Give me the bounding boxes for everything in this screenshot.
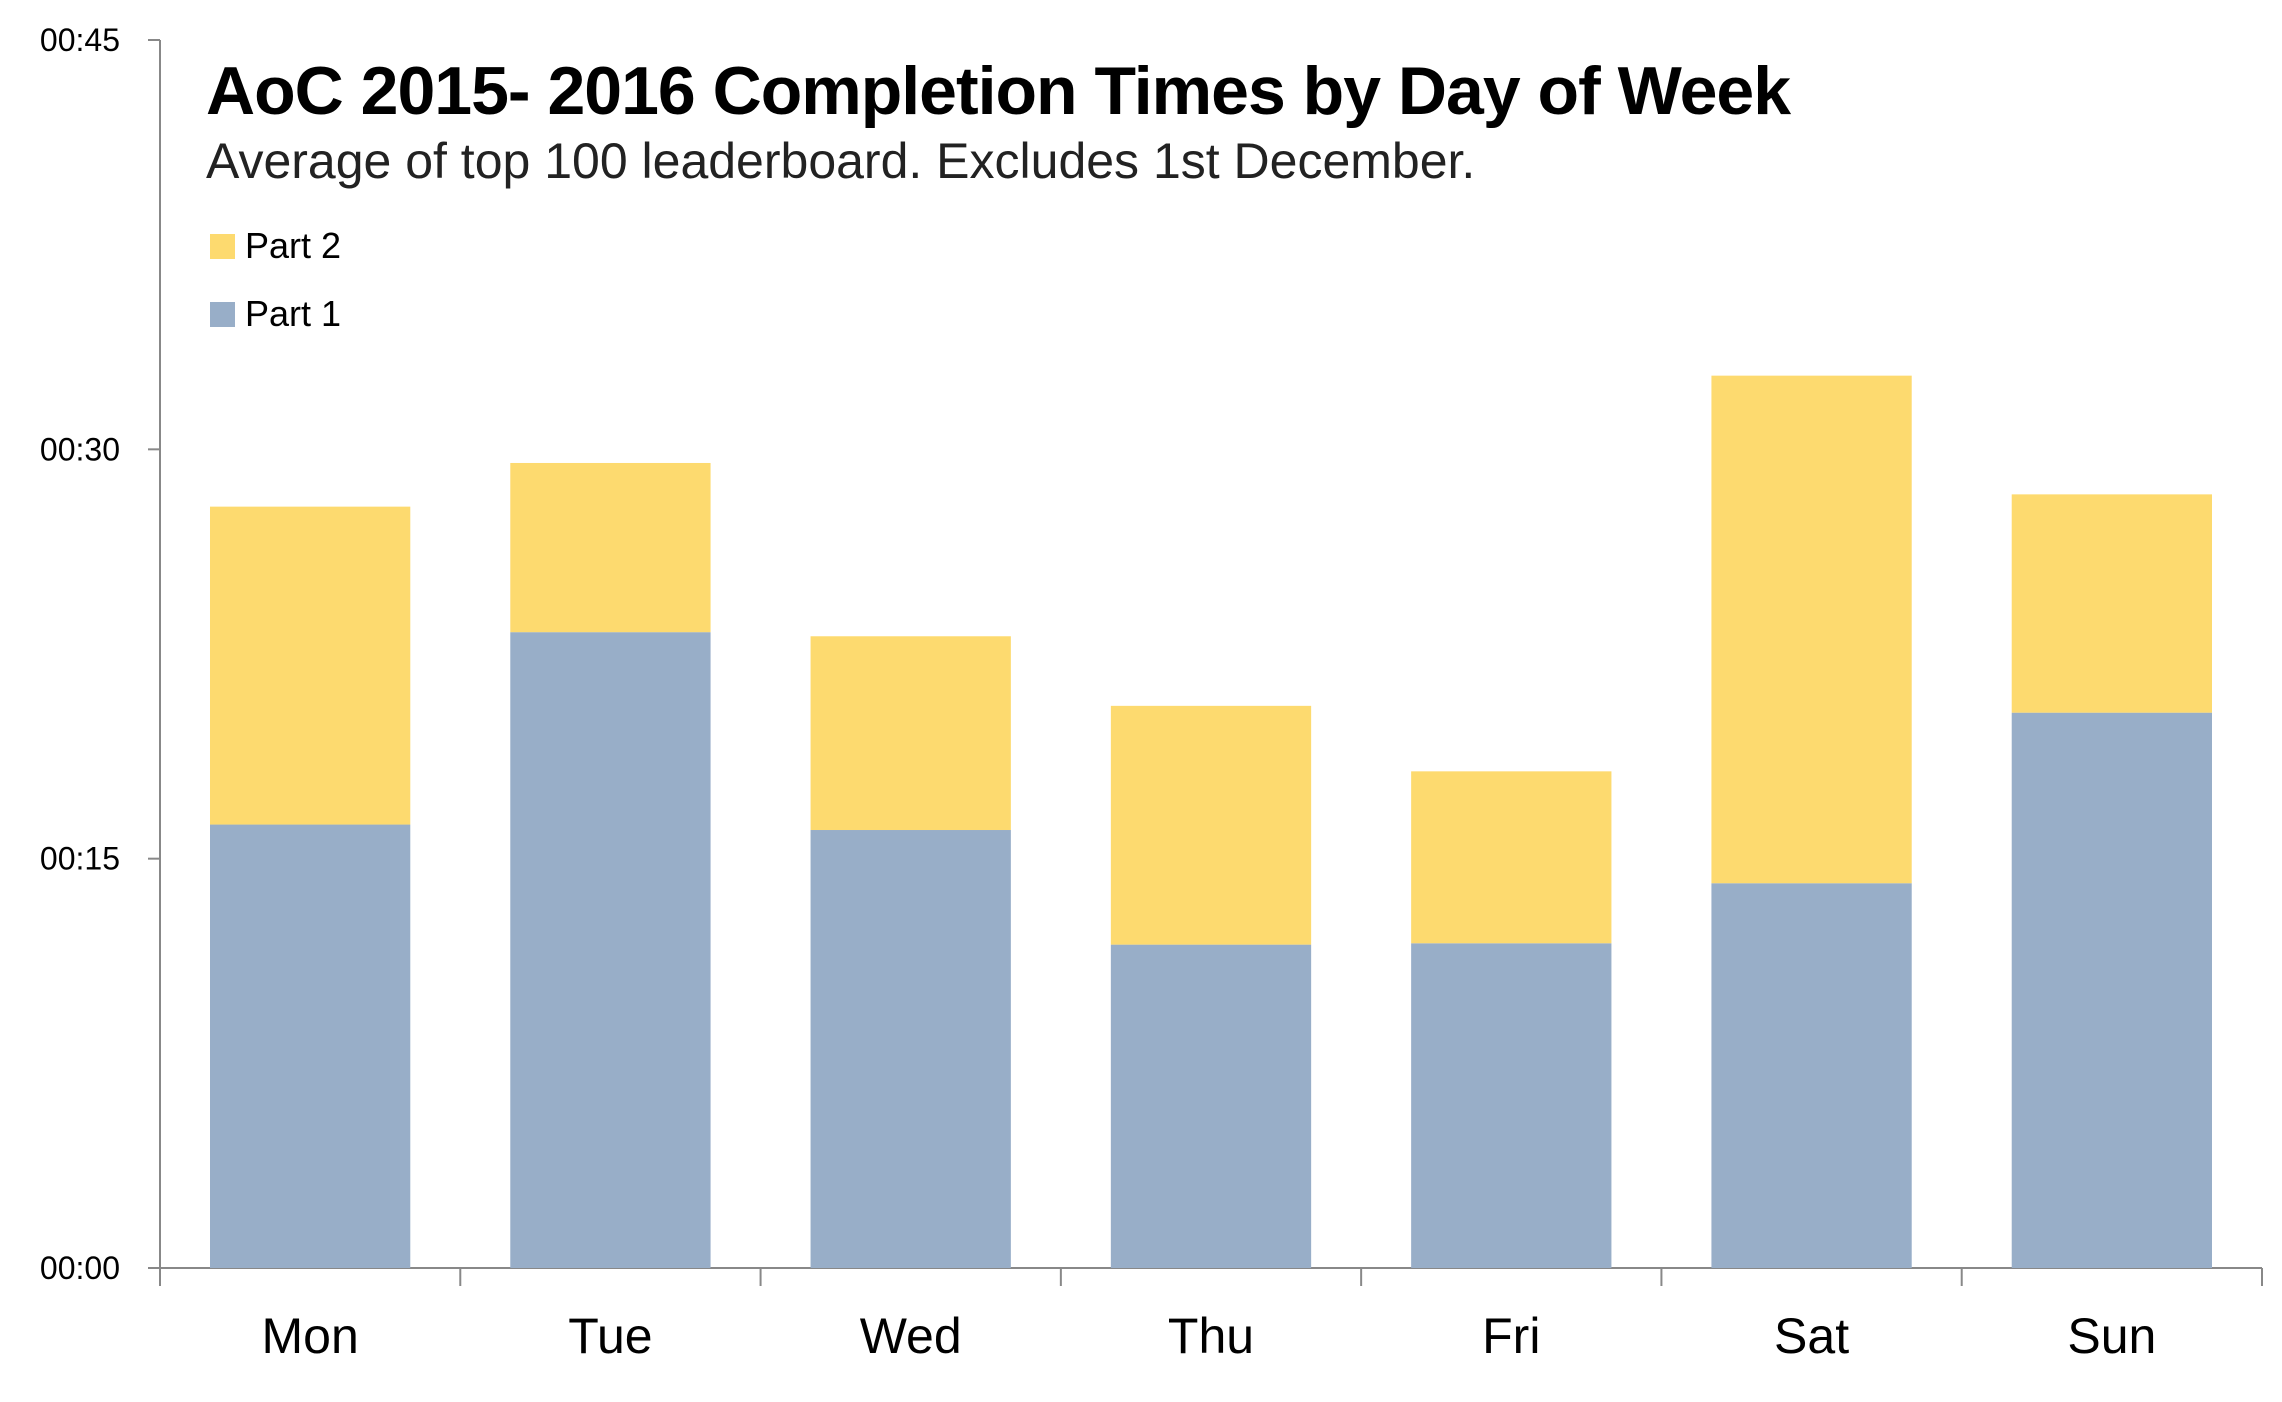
legend-item-part-2: Part 2 [210, 212, 341, 280]
x-tick-label: Thu [1168, 1308, 1254, 1364]
x-tick-label: Sun [2067, 1308, 2156, 1364]
bar-part-1-sun [2011, 712, 2213, 1268]
bar-part-1-sat [1711, 883, 1912, 1268]
bar-part-1-mon [209, 824, 411, 1268]
bar-part-2-wed [810, 636, 1011, 831]
bar-part-1-tue [510, 632, 711, 1268]
bar-part-1-fri [1411, 943, 1612, 1268]
x-tick-label: Mon [262, 1308, 359, 1364]
x-tick-label: Wed [860, 1308, 962, 1364]
y-tick-label: 00:00 [40, 1250, 120, 1286]
x-tick-label: Fri [1482, 1308, 1540, 1364]
bar-part-2-fri [1411, 771, 1612, 944]
bar-part-2-sun [2011, 494, 2213, 713]
chart-legend: Part 2 Part 1 [210, 212, 341, 348]
y-tick-label: 00:30 [40, 431, 120, 467]
x-tick-label: Sat [1774, 1308, 1849, 1364]
legend-item-part-1: Part 1 [210, 280, 341, 348]
legend-label-part-2: Part 2 [245, 225, 342, 266]
legend-swatch-part-1 [210, 301, 235, 327]
chart-subtitle: Average of top 100 leaderboard. Excludes… [206, 133, 1476, 189]
bar-part-2-thu [1110, 705, 1312, 945]
bar-part-1-wed [810, 830, 1011, 1268]
y-tick-label: 00:15 [40, 841, 120, 877]
bar-part-2-mon [209, 506, 411, 825]
y-tick-label: 00:45 [40, 22, 120, 58]
chart-title: AoC 2015- 2016 Completion Times by Day o… [206, 53, 1791, 129]
bar-part-2-sat [1711, 375, 1912, 884]
bar-part-1-thu [1110, 944, 1312, 1268]
legend-swatch-part-2 [210, 233, 235, 259]
legend-label-part-1: Part 1 [245, 293, 342, 334]
x-tick-label: Tue [568, 1308, 652, 1364]
bar-part-2-tue [510, 462, 711, 633]
